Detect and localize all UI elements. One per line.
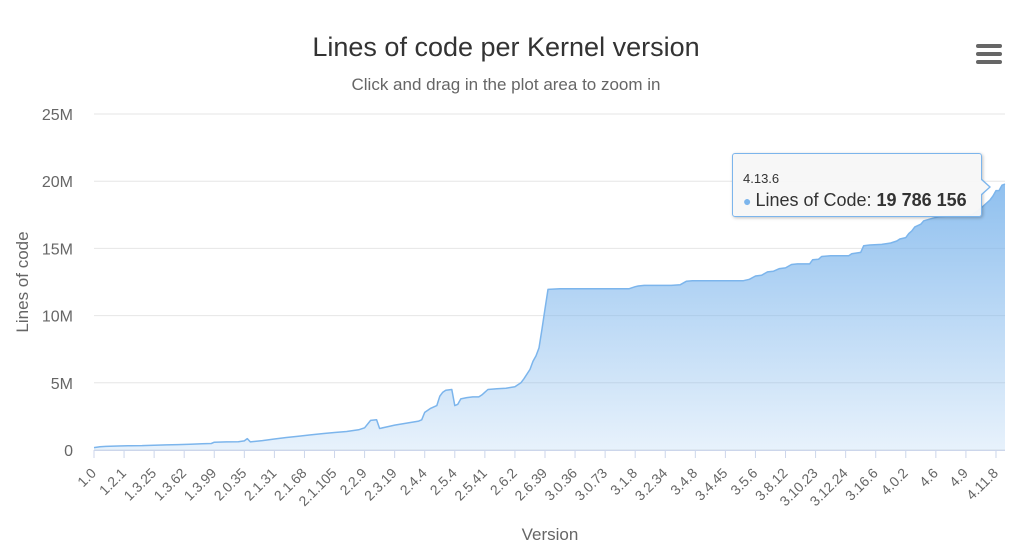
tooltip-version: 4.13.6 [743, 171, 780, 186]
y-tick-label: 25M [42, 107, 73, 124]
y-tick-label: 20M [42, 174, 73, 191]
x-axis-ticks: 1.01.2.11.3.251.3.621.3.992.0.352.1.312.… [74, 450, 1005, 509]
series-line[interactable] [93, 183, 1006, 449]
x-tick-label: 4.0.2 [878, 465, 911, 498]
x-tick-label: 2.3.19 [361, 465, 400, 504]
x-tick-label: 2.1.31 [241, 465, 280, 504]
x-tick-label: 1.3.25 [120, 465, 159, 504]
menu-bar-2 [976, 52, 1002, 56]
tooltip-arrow-inner [980, 179, 989, 195]
hamburger-menu-icon[interactable] [974, 42, 1004, 68]
y-tick-label: 10M [42, 309, 73, 326]
x-tick-label: 4.6 [916, 465, 941, 490]
x-tick-label: 1.3.99 [181, 465, 220, 504]
series-lines-of-code[interactable] [93, 183, 1006, 450]
series-marker-icon: ● [743, 193, 752, 209]
x-tick-label: 2.4.4 [397, 465, 430, 498]
x-tick-label: 3.0.73 [571, 465, 610, 504]
y-axis-title: Lines of code [13, 231, 32, 332]
tooltip-series-label: Lines of Code: [755, 190, 877, 210]
tooltip-value: 19 786 156 [876, 190, 967, 210]
chart-title: Lines of code per Kernel version [312, 32, 700, 62]
x-tick-label: 2.0.35 [211, 465, 250, 504]
x-tick-label: 2.5.41 [451, 465, 490, 504]
x-tick-label: 4.11.8 [963, 465, 1001, 503]
menu-bar-1 [976, 44, 1002, 48]
area-fill [94, 184, 1005, 450]
y-tick-label: 15M [42, 241, 73, 258]
y-tick-label: 0 [64, 443, 73, 460]
y-tick-label: 5M [51, 376, 73, 393]
x-tick-label: 2.6.39 [511, 465, 550, 504]
x-tick-label: 3.16.6 [842, 465, 881, 504]
y-axis-ticks: 0 5M 10M 15M 20M 25M [42, 107, 73, 460]
tooltip-row: ● Lines of Code: 19 786 156 [743, 190, 967, 211]
chart-subtitle: Click and drag in the plot area to zoom … [351, 75, 661, 94]
x-tick-label: 3.0.36 [541, 465, 580, 504]
x-tick-label: 1.3.62 [150, 465, 189, 504]
x-axis-title: Version [522, 525, 579, 544]
x-tick-label: 3.4.45 [692, 465, 731, 504]
data-tooltip: 4.13.6 ● Lines of Code: 19 786 156 [732, 153, 991, 217]
x-tick-label: 3.2.34 [632, 465, 671, 504]
menu-bar-3 [976, 60, 1002, 64]
